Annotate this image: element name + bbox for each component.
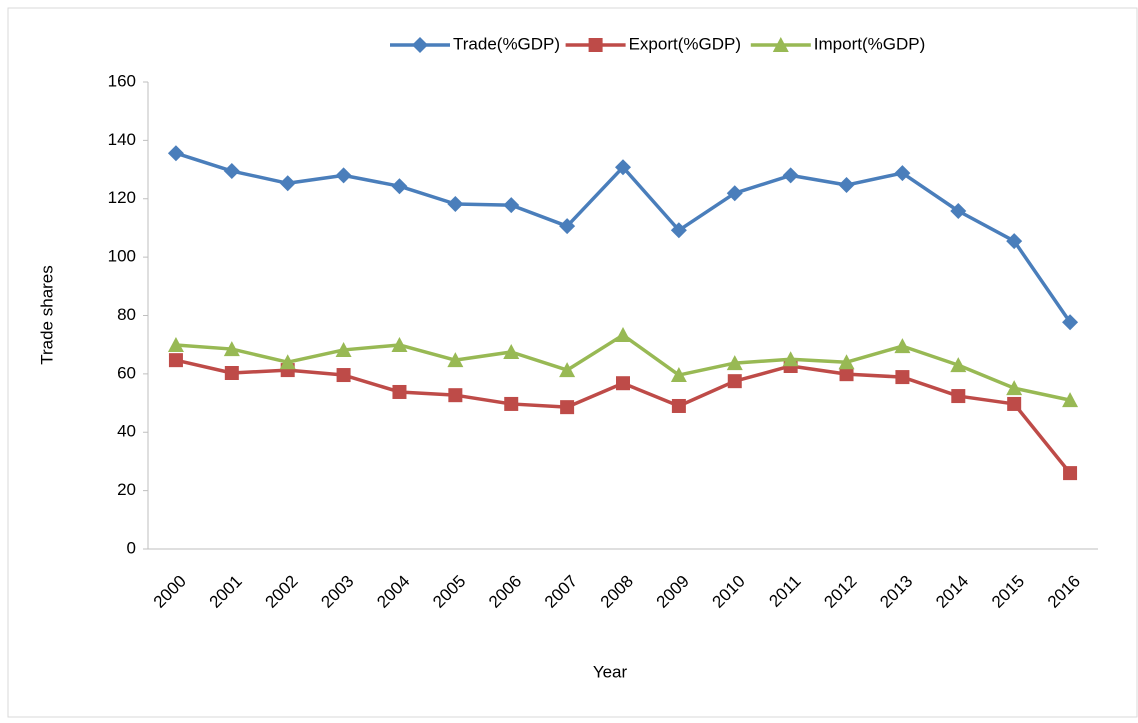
y-tick-label: 60 bbox=[117, 363, 136, 382]
marker bbox=[560, 400, 575, 415]
marker bbox=[448, 388, 463, 403]
marker bbox=[1006, 380, 1023, 396]
marker bbox=[951, 389, 966, 404]
marker bbox=[335, 167, 352, 184]
marker bbox=[1062, 314, 1079, 331]
marker bbox=[335, 341, 352, 357]
marker bbox=[167, 336, 184, 352]
marker bbox=[1062, 392, 1079, 408]
y-tick-label: 100 bbox=[108, 247, 136, 266]
marker bbox=[615, 159, 631, 176]
marker bbox=[168, 353, 183, 368]
marker bbox=[950, 357, 967, 373]
marker bbox=[1063, 466, 1078, 481]
marker bbox=[1006, 233, 1023, 250]
marker bbox=[447, 196, 464, 213]
marker bbox=[894, 338, 911, 354]
marker bbox=[223, 163, 240, 180]
marker bbox=[503, 343, 520, 359]
marker bbox=[447, 352, 464, 368]
legend-label: Export(%GDP) bbox=[629, 34, 741, 53]
marker bbox=[838, 354, 855, 370]
marker bbox=[223, 341, 240, 357]
y-tick-label: 160 bbox=[108, 71, 136, 90]
marker bbox=[727, 374, 742, 389]
y-tick-label: 120 bbox=[108, 188, 136, 207]
marker bbox=[895, 370, 910, 385]
marker bbox=[412, 37, 428, 53]
marker bbox=[772, 37, 789, 52]
legend-label: Trade(%GDP) bbox=[453, 34, 560, 53]
marker bbox=[336, 368, 351, 383]
marker bbox=[894, 165, 911, 182]
marker bbox=[224, 365, 239, 380]
marker bbox=[391, 178, 408, 195]
marker bbox=[503, 197, 520, 214]
marker bbox=[1007, 396, 1022, 411]
marker bbox=[839, 367, 854, 382]
marker bbox=[504, 396, 519, 411]
marker bbox=[670, 222, 687, 239]
x-axis-label: Year bbox=[593, 662, 628, 681]
marker bbox=[670, 367, 687, 383]
marker bbox=[838, 177, 855, 194]
marker bbox=[782, 351, 799, 367]
marker bbox=[167, 145, 184, 162]
marker bbox=[726, 185, 743, 202]
y-axis-label: Trade shares bbox=[37, 265, 56, 365]
marker bbox=[782, 167, 799, 184]
y-tick-label: 0 bbox=[127, 538, 136, 557]
marker bbox=[615, 327, 631, 343]
marker bbox=[616, 376, 630, 391]
marker bbox=[950, 203, 967, 220]
marker bbox=[588, 38, 603, 52]
y-tick-label: 40 bbox=[117, 422, 136, 441]
marker bbox=[279, 175, 296, 192]
y-tick-label: 20 bbox=[117, 480, 136, 499]
marker bbox=[279, 354, 296, 370]
marker bbox=[559, 362, 576, 378]
marker bbox=[726, 355, 743, 371]
marker bbox=[391, 336, 408, 352]
y-tick-label: 140 bbox=[108, 130, 136, 149]
marker bbox=[671, 398, 686, 413]
marker bbox=[392, 384, 407, 399]
legend-label: Import(%GDP) bbox=[814, 34, 925, 53]
marker bbox=[559, 218, 576, 235]
y-tick-label: 80 bbox=[117, 305, 136, 324]
